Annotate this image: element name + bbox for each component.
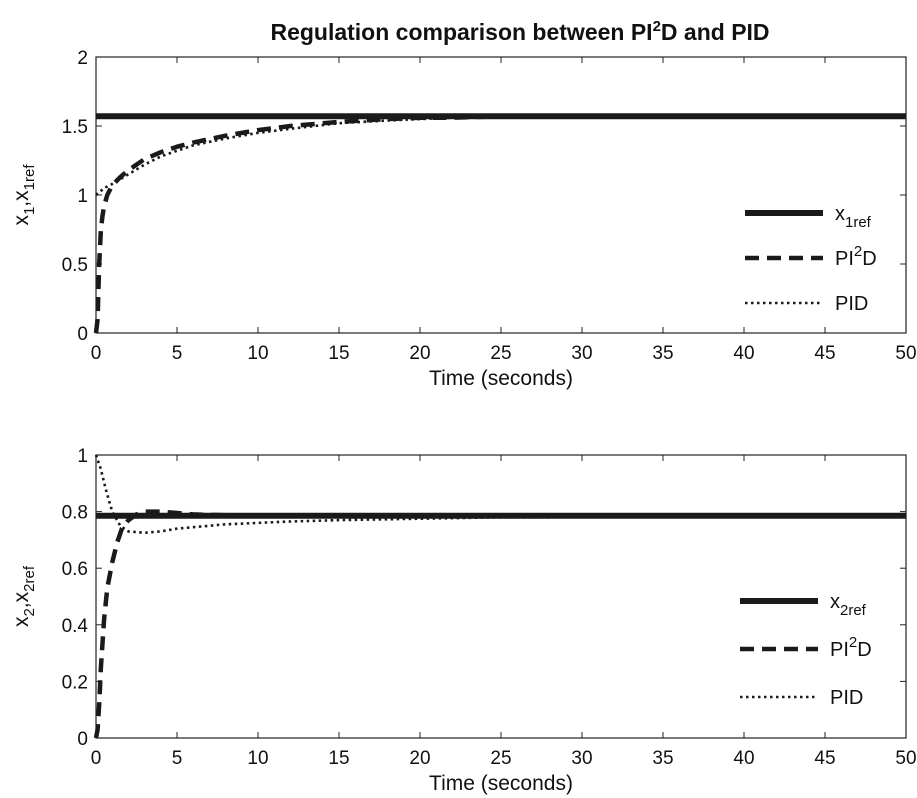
y-tick-label: 1.5 [62,117,88,138]
legend-entry-base: x [835,203,845,225]
y-axis-label-part: ,x [10,591,33,608]
x-tick-label: 35 [652,748,673,769]
legend-entry-base: PID [830,687,863,709]
x-tick-label: 30 [571,748,592,769]
legend-entry-sup: 2 [849,634,857,651]
legend-entry-base: PI [830,639,849,661]
y-tick-label: 1 [77,186,88,207]
legend-entry-sub: 2ref [840,602,867,619]
y-tick-label: 1 [77,446,88,467]
legend-entry: PID [835,293,868,315]
y-axis-label-part: x [10,616,33,627]
x-tick-label: 15 [328,748,349,769]
legend-entry-tail: D [862,248,876,270]
y-tick-label: 0.8 [62,503,88,524]
x-tick-label: 40 [733,748,754,769]
x-tick-label: 45 [814,343,835,364]
x-tick-label: 20 [409,748,430,769]
chart-title-main: Regulation comparison between PI [270,19,652,45]
chart-title-tail: D and PID [661,19,770,45]
legend-entry-base: PI [835,248,854,270]
x-tick-label: 10 [247,748,268,769]
x-tick-label: 35 [652,343,673,364]
y-tick-label: 0 [77,729,88,750]
top-plot: 0 5 10 15 20 25 30 35 40 45 50 0 0.5 1 1.5 2 Time (secon… [10,48,917,390]
x-tick-label: 10 [247,343,268,364]
y-axis-label-part: x [10,215,33,226]
y-axis-label-part: 2ref [21,565,38,592]
y-axis-label-part: ,x [10,190,33,207]
x-tick-label: 40 [733,343,754,364]
y-tick-label: 0.6 [62,559,88,580]
x-tick-label: 50 [895,748,916,769]
x-tick-label: 45 [814,748,835,769]
y-tick-label: 2 [77,48,88,69]
series-line-pid [94,454,550,535]
y-tick-label: 0.5 [62,255,88,276]
y-tick-label: 0 [77,324,88,345]
legend-entry-sub: 1ref [845,214,872,231]
plot-frame [95,56,907,334]
y-axis-label: x2,x2ref [10,565,38,627]
y-tick-label: 0.2 [62,672,88,693]
y-tick-label: 0.4 [62,616,89,637]
legend-entry-tail: D [857,639,871,661]
y-axis-label-part: 1ref [21,164,38,191]
legend-entry-base: PID [835,293,868,315]
x-tick-label: 20 [409,343,430,364]
x-tick-label: 15 [328,343,349,364]
legend-entry-base: x [830,591,840,613]
series-line-pi2d [93,509,226,739]
x-tick-label: 25 [490,748,511,769]
plot-frame [95,454,907,739]
bottom-plot: 0 5 10 15 20 25 30 35 40 45 50 0 0.2 0.4 0.6 0.8 1 Time (… [10,446,917,795]
chart-title: Regulation comparison between PI2D and P… [270,18,769,45]
x-axis-label: Time (seconds) [429,367,573,390]
x-tick-label: 30 [571,343,592,364]
y-axis-label-part: 1 [21,207,38,215]
chart-title-sup: 2 [653,18,661,35]
x-tick-label: 25 [490,343,511,364]
series-line-pi2d [93,114,502,334]
x-tick-label: 50 [895,343,916,364]
y-axis-label: x1,x1ref [10,164,38,226]
x-tick-label: 0 [91,748,102,769]
legend-entry: PI2D [835,243,877,270]
x-tick-label: 5 [172,748,183,769]
x-tick-label: 5 [172,343,183,364]
x-axis-label: Time (seconds) [429,772,573,795]
series-line-pid [95,115,534,196]
y-axis-label-part: 2 [21,608,38,616]
x-tick-label: 0 [91,343,102,364]
legend-entry: PID [830,687,863,709]
legend-entry-sup: 2 [854,243,862,260]
legend-entry: PI2D [830,634,872,661]
legend-entry: x2ref [830,591,867,619]
legend-entry: x1ref [835,203,872,231]
